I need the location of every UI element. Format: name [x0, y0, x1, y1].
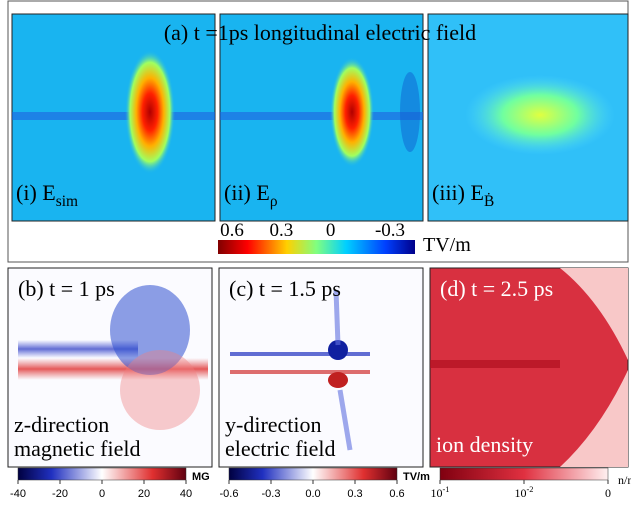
colorbar-unit: n/nc [618, 473, 631, 490]
colorbar-tick-label-main: 10 [515, 486, 527, 500]
colorbar-tick-label: 20 [138, 488, 150, 500]
colorbar-tick-label: -20 [52, 488, 68, 500]
image-label-main: (iii) E [432, 180, 484, 205]
panel-title: (d) t = 2.5 ps [440, 276, 553, 301]
panel-title: (b) t = 1 ps [18, 276, 115, 301]
colorbar-tick-label: 40 [180, 488, 192, 500]
colorbar-tick-label: 0 [99, 488, 105, 500]
colorbar-tick-label: -0.6 [220, 488, 239, 500]
colorbar-tick-label: 0.6 [389, 488, 404, 500]
colorbar-a-unit: TV/m [423, 234, 471, 256]
panel-caption: electric field [225, 436, 336, 461]
colorbar-a-tick: 0 [326, 220, 336, 241]
panel-caption: magnetic field [14, 436, 140, 461]
colorbar-tick-label: -0.3 [262, 488, 281, 500]
colorbar-tick-label-script: -1 [443, 485, 450, 494]
colorbar-unit-main: n/n [618, 473, 631, 487]
colorbar-a [218, 240, 415, 254]
image-label-script: ρ [270, 193, 278, 210]
colorbar-a-tick: 0.3 [269, 220, 293, 241]
colorbar-unit: TV/m [403, 471, 430, 483]
colorbar-tick-label: 10-2 [515, 485, 534, 500]
image-label-main: (i) E [16, 180, 56, 205]
colorbar-a-tick: -0.3 [375, 220, 405, 241]
colorbar-unit: MG [192, 471, 210, 483]
colorbar-tick-label: 0.3 [347, 488, 362, 500]
panel-caption: z-direction [14, 412, 109, 437]
colorbar-tick-label-main: 10 [431, 486, 443, 500]
colorbar-tick-label: 0 [605, 486, 611, 500]
colorbar-tick-label-script: -2 [527, 485, 534, 494]
colorbar-tick-label: 0.0 [305, 488, 320, 500]
panel-title: (c) t = 1.5 ps [229, 276, 341, 301]
colorbar [18, 468, 186, 480]
colorbar-tick-label: -40 [10, 488, 26, 500]
colorbar [440, 468, 608, 480]
figure: (a) t =1ps longitudinal electric field T… [0, 0, 631, 508]
panel-a-title: (a) t =1ps longitudinal electric field [164, 20, 476, 45]
panel-caption: y-direction [225, 412, 322, 437]
image-label-script: Ḃ [484, 193, 494, 210]
image-label-script: sim [56, 193, 78, 210]
colorbar-a-tick: 0.6 [220, 220, 244, 241]
panel-caption: ion density [436, 432, 533, 457]
colorbar-tick-label-main: 0 [605, 486, 611, 500]
colorbar-tick-label: 10-1 [431, 485, 450, 500]
colorbar [229, 468, 397, 480]
image-label-main: (ii) E [224, 180, 270, 205]
